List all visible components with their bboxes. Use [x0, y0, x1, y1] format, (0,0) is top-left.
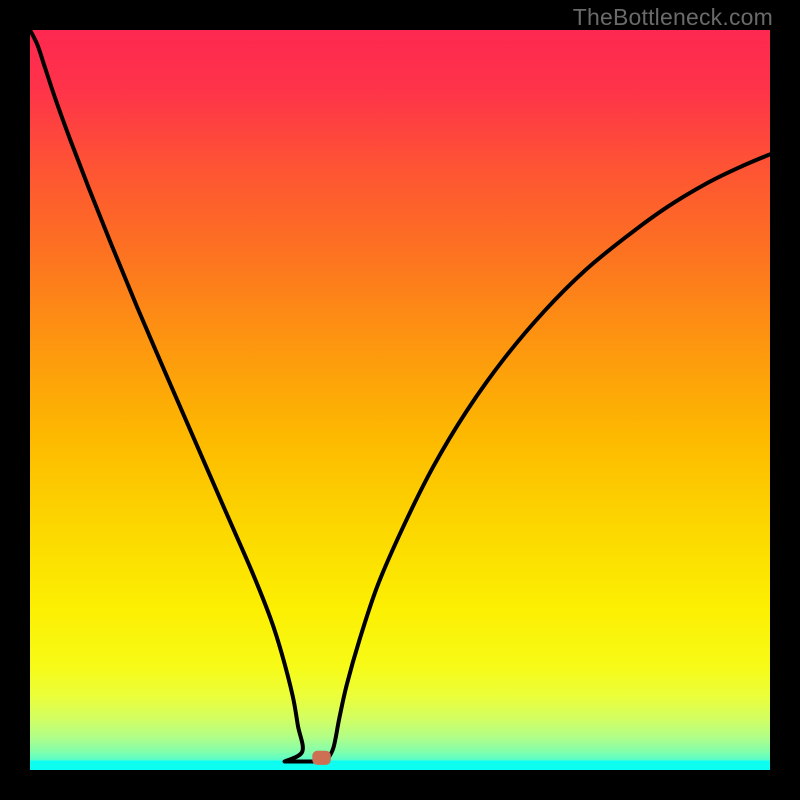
- bottleneck-chart: [30, 30, 770, 770]
- chart-svg: [30, 30, 770, 770]
- watermark-text: TheBottleneck.com: [573, 4, 773, 31]
- optimum-marker: [312, 751, 331, 765]
- chart-frame: TheBottleneck.com: [0, 0, 800, 800]
- chart-background: [30, 30, 770, 770]
